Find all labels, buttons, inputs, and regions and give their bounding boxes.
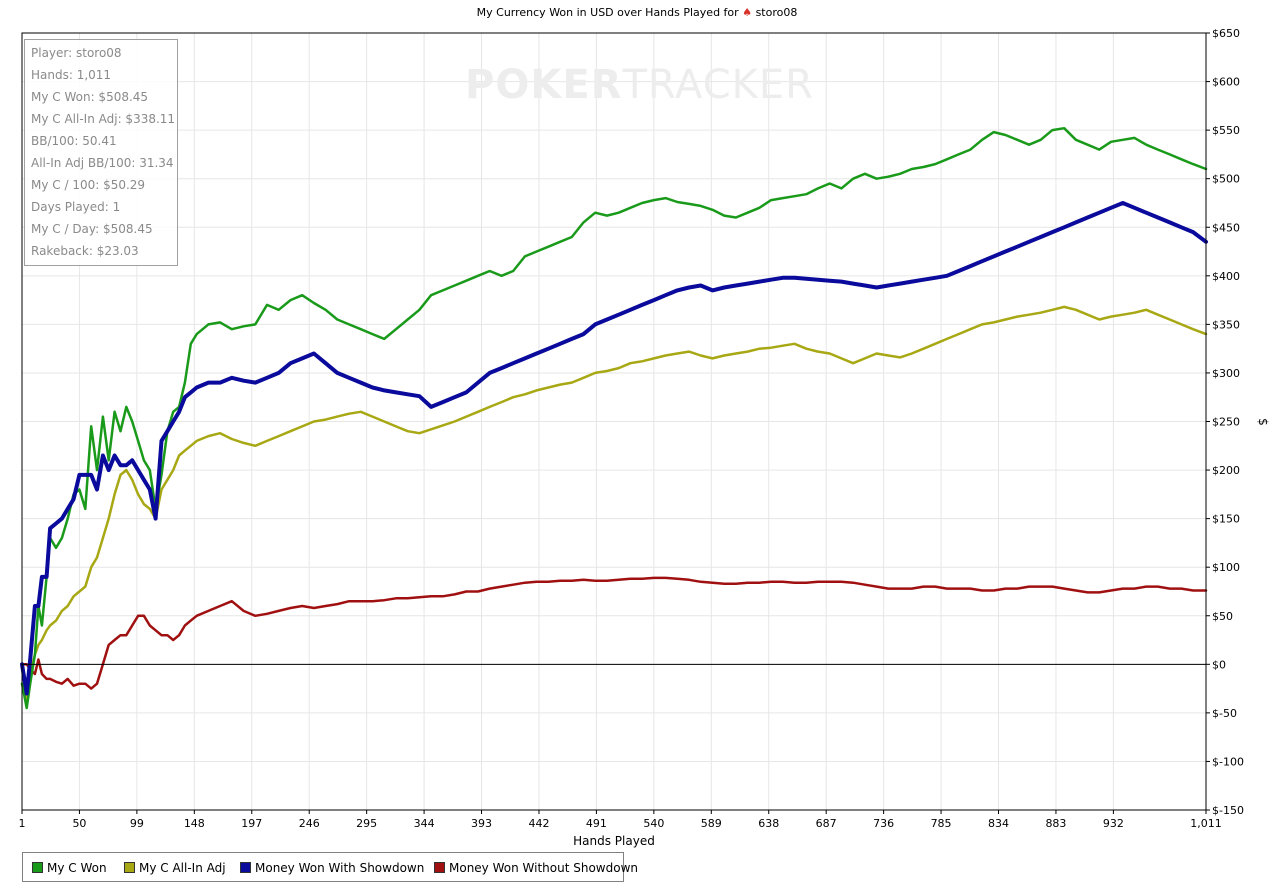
legend-swatch (240, 862, 251, 873)
legend-label: Money Won Without Showdown (449, 861, 638, 875)
y-tick-label: $-150 (1212, 804, 1244, 817)
legend-item-money-won-with-showdown[interactable]: Money Won With Showdown (240, 861, 424, 875)
stats-box: Player: storo08 Hands: 1,011 My C Won: $… (24, 39, 178, 266)
legend-swatch (32, 862, 43, 873)
series-line-money-won-with-showdown (20, 201, 1208, 696)
plot-border (21, 32, 1207, 811)
x-tick-label: 246 (299, 817, 320, 830)
y-tick-label: $550 (1212, 124, 1240, 137)
y-tick-label: $350 (1212, 318, 1240, 331)
stat-my-c-won: My C Won: $508.45 (31, 90, 149, 104)
y-tick-label: $450 (1212, 221, 1240, 234)
chart-title-player: storo08 (755, 6, 798, 19)
stat-hands: Hands: 1,011 (31, 68, 112, 82)
x-tick-label: 932 (1103, 817, 1124, 830)
y-tick-label: $600 (1212, 76, 1240, 89)
legend-item-money-won-without-showdown[interactable]: Money Won Without Showdown (434, 861, 638, 875)
spade-icon: ♠ (742, 6, 753, 19)
y-tick-label: $400 (1212, 270, 1240, 283)
grid-lines (21, 32, 1207, 811)
x-tick-label: 491 (586, 817, 607, 830)
legend-label: My C Won (47, 861, 107, 875)
watermark-part1: POKER (465, 62, 623, 108)
x-tick-label: 589 (701, 817, 722, 830)
legend-item-my-c-all-in-adj[interactable]: My C All-In Adj (124, 861, 226, 875)
legend-label: My C All-In Adj (139, 861, 226, 875)
chart-legend: My C Won My C All-In Adj Money Won With … (22, 852, 638, 882)
x-tick-label: 1 (19, 817, 26, 830)
stat-days-played: Days Played: 1 (31, 200, 121, 214)
y-tick-label: $200 (1212, 464, 1240, 477)
series-layer (20, 126, 1208, 710)
x-tick-label: 638 (758, 817, 779, 830)
stat-rakeback: Rakeback: $23.03 (31, 244, 139, 258)
y-tick-label: $500 (1212, 173, 1240, 186)
y-tick-label: $650 (1212, 27, 1240, 40)
x-tick-label: 148 (184, 817, 205, 830)
x-tick-label: 540 (643, 817, 664, 830)
y-axis-label: $ (1256, 418, 1270, 426)
x-axis-label: Hands Played (573, 834, 655, 848)
y-tick-label: $-50 (1212, 707, 1237, 720)
y-tick-label: $100 (1212, 561, 1240, 574)
watermark-part2: TRACKER (622, 62, 814, 108)
stat-my-c-per-day: My C / Day: $508.45 (31, 222, 153, 236)
x-tick-label: 295 (356, 817, 377, 830)
stat-my-c-per-100: My C / 100: $50.29 (31, 178, 146, 192)
stat-all-in-adj-bb-100: All-In Adj BB/100: 31.34 (31, 156, 174, 170)
x-tick-label: 834 (988, 817, 1009, 830)
stat-bb-100: BB/100: 50.41 (31, 134, 117, 148)
x-tick-label: 785 (931, 817, 952, 830)
x-tick-label: 883 (1045, 817, 1066, 830)
chart-title: My Currency Won in USD over Hands Played… (0, 6, 1274, 19)
legend-item-my-c-won[interactable]: My C Won (32, 861, 107, 875)
x-tick-label: 687 (816, 817, 837, 830)
x-tick-label: 197 (241, 817, 262, 830)
y-tick-label: $50 (1212, 610, 1233, 623)
series-line-money-won-without-showdown (20, 576, 1208, 690)
x-tick-label: 1,011 (1190, 817, 1222, 830)
stat-player: Player: storo08 (31, 46, 122, 60)
y-tick-label: $0 (1212, 658, 1226, 671)
series-line-my-c-won (20, 126, 1208, 710)
x-tick-label: 99 (130, 817, 144, 830)
axes-layer: $650 $600 $550 $500 $450 $400 $350 $300 $250 $200… (19, 27, 1244, 830)
y-tick-label: $300 (1212, 367, 1240, 380)
y-tick-label: $-100 (1212, 755, 1244, 768)
y-tick-label: $250 (1212, 416, 1240, 429)
legend-swatch (434, 862, 445, 873)
legend-label: Money Won With Showdown (255, 861, 425, 875)
series-line-my-c-all-in-adj (20, 305, 1208, 705)
x-tick-label: 442 (528, 817, 549, 830)
legend-swatch (124, 862, 135, 873)
x-tick-label: 50 (72, 817, 86, 830)
y-tick-label: $150 (1212, 513, 1240, 526)
chart-title-text: My Currency Won in USD over Hands Played… (476, 6, 743, 19)
stat-all-in-adj: My C All-In Adj: $338.11 (31, 112, 176, 126)
x-tick-label: 393 (471, 817, 492, 830)
x-tick-label: 736 (873, 817, 894, 830)
x-tick-label: 344 (414, 817, 435, 830)
pokertracker-watermark: POKERTRACKER (465, 62, 814, 108)
